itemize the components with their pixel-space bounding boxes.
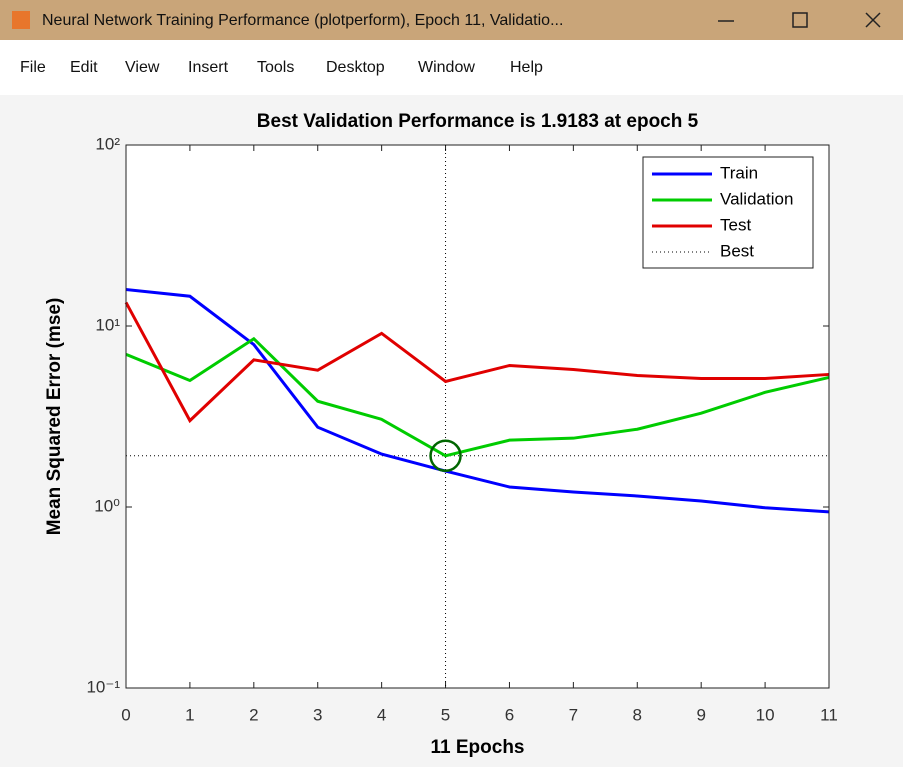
y-tick-label: 10⁻¹: [86, 677, 120, 696]
title-bar: [0, 0, 903, 40]
x-tick-label: 11: [820, 705, 838, 724]
series-line: [125, 288, 830, 514]
x-tick-label: 0: [121, 705, 130, 724]
series-line: [125, 336, 830, 458]
chart-title: Best Validation Performance is 1.9183 at…: [257, 111, 699, 132]
x-axis-label: 11 Epochs: [431, 737, 525, 758]
app-icon: [12, 11, 30, 29]
y-tick-label: 10⁰: [94, 496, 120, 515]
x-tick-label: 4: [377, 705, 386, 724]
close-button[interactable]: [865, 12, 881, 28]
legend-label: Test: [720, 215, 751, 234]
legend-label: Train: [720, 163, 758, 182]
axes-border: [125, 144, 830, 689]
menu-item[interactable]: Insert: [188, 59, 229, 76]
menu-item[interactable]: Tools: [257, 59, 294, 76]
x-tick-label: 2: [249, 705, 258, 724]
legend-label: Validation: [720, 189, 793, 208]
x-tick-label: 9: [696, 705, 705, 724]
menu-item[interactable]: Window: [418, 59, 475, 76]
menu-item[interactable]: Edit: [70, 59, 98, 76]
x-tick-label: 10: [756, 705, 775, 724]
window-title: Neural Network Training Performance (plo…: [42, 12, 563, 29]
menu-item[interactable]: Help: [510, 59, 543, 76]
series-line: [124, 301, 830, 424]
legend-label: Best: [720, 241, 754, 260]
menu-item[interactable]: View: [125, 59, 160, 76]
menu-item[interactable]: Desktop: [326, 59, 385, 76]
y-axis-label: Mean Squared Error (mse): [44, 298, 65, 536]
x-tick-label: 1: [185, 705, 194, 724]
x-tick-label: 6: [505, 705, 514, 724]
x-tick-label: 3: [313, 705, 322, 724]
x-tick-label: 5: [441, 705, 450, 724]
best-marker: [429, 439, 462, 473]
y-tick-label: 10²: [95, 134, 120, 153]
menu-item[interactable]: File: [20, 59, 46, 76]
y-tick-label: 10¹: [95, 315, 120, 334]
maximize-button[interactable]: [792, 12, 808, 28]
menu-bar: [0, 40, 903, 95]
x-tick-label: 8: [633, 705, 642, 724]
x-tick-label: 7: [569, 705, 578, 724]
